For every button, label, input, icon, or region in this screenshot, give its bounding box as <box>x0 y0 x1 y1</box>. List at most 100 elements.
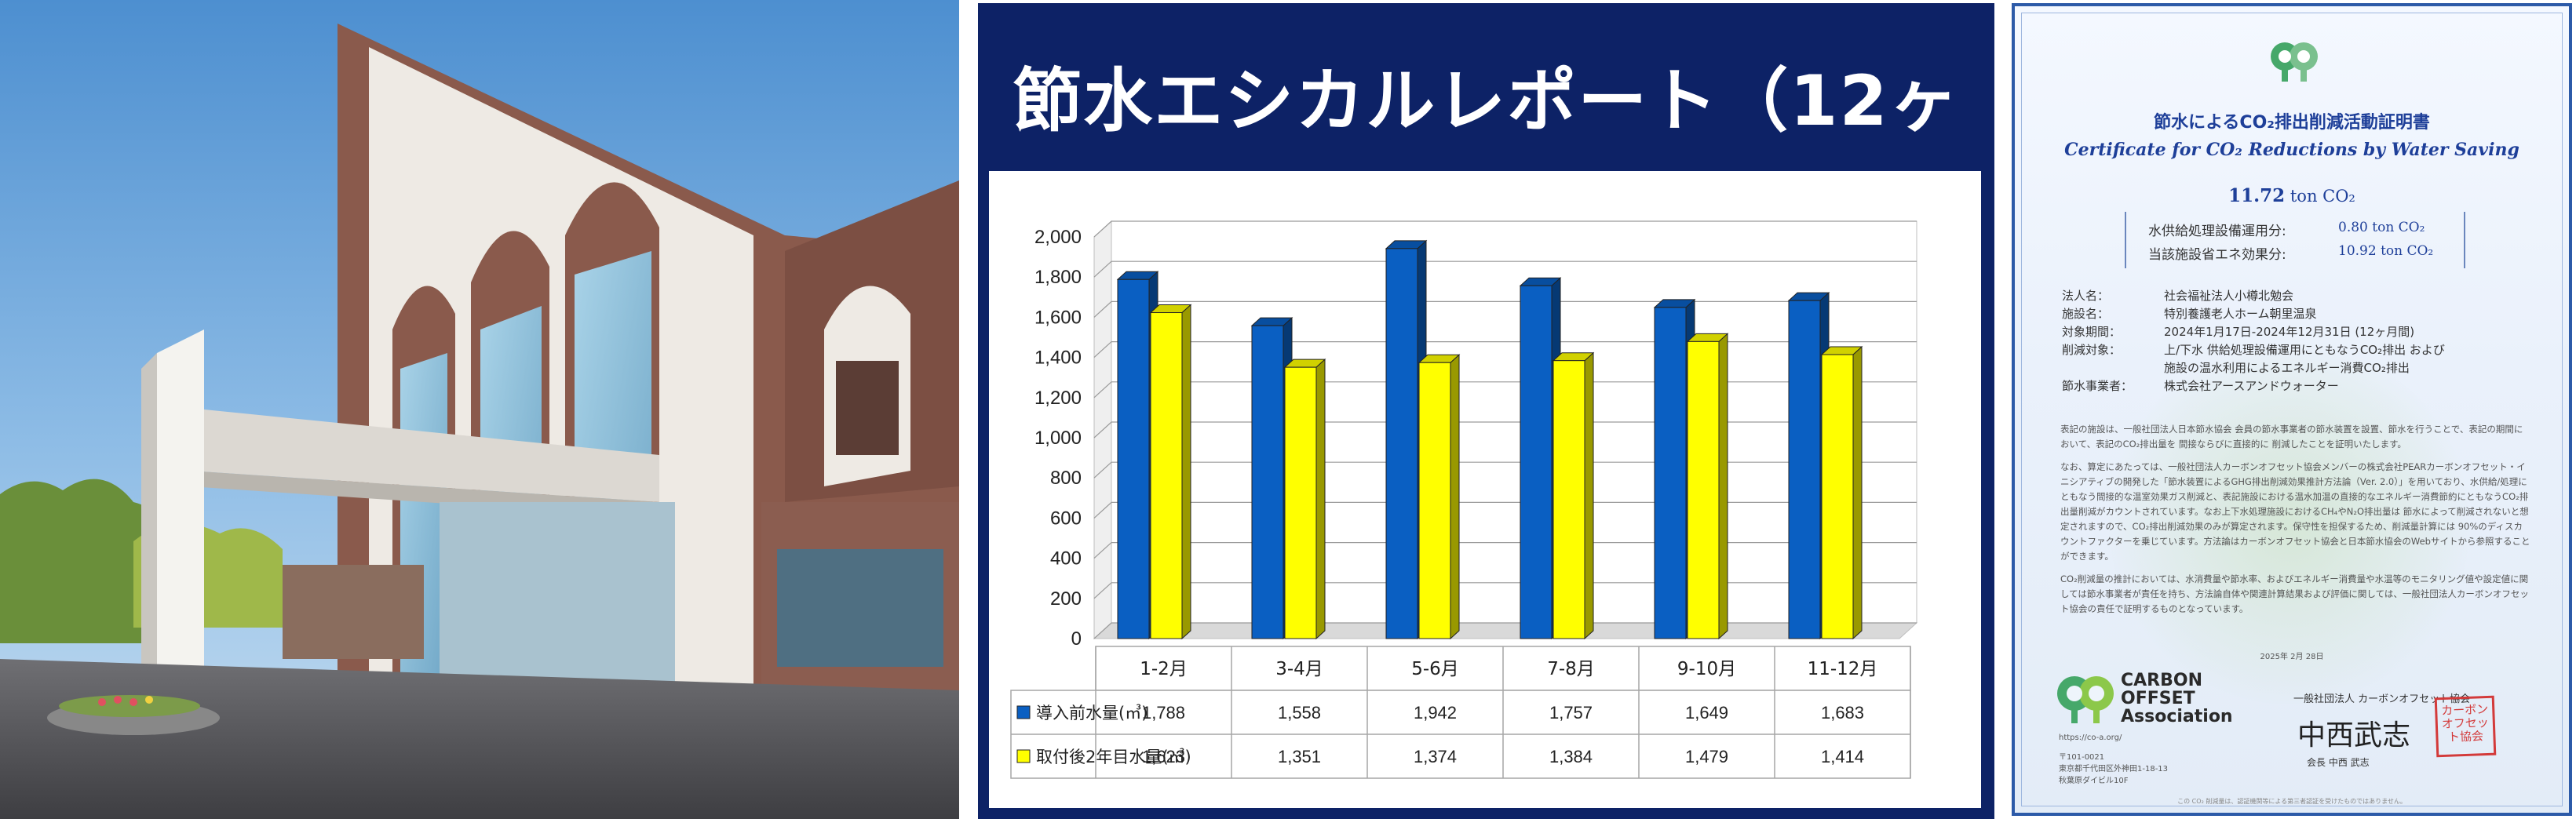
x-category-label: 5-6月 <box>1411 659 1459 679</box>
building-photo <box>0 0 959 819</box>
data-label: 1,649 <box>1685 703 1728 723</box>
y-tick-label: 200 <box>1050 588 1082 610</box>
bar-chart: 0 200 400 600 800 1,000 1,200 1,400 1,600 1,800 2,… <box>1010 220 1918 779</box>
data-label: 1,558 <box>1278 703 1321 723</box>
breakdown-box: 水供給処理設備運用分: 0.80 ton CO₂ 当該施設省エネ効果分: 10.… <box>2125 212 2465 268</box>
bar <box>1284 366 1317 639</box>
data-label: 1,414 <box>1821 747 1864 766</box>
bar <box>1520 285 1553 639</box>
y-tick-label: 600 <box>1050 508 1082 529</box>
gridline <box>1093 260 1917 278</box>
chart-card: 0 200 400 600 800 1,000 1,200 1,400 1,600 1,800 2,… <box>989 171 1981 808</box>
legend-label: 取付後2年目水量(㎥) <box>1036 748 1191 766</box>
carbon-offset-logo-icon <box>2057 676 2114 723</box>
data-label: 1,757 <box>1549 703 1593 723</box>
y-tick-label: 0 <box>1071 628 1082 650</box>
total-reduction: 11.72 ton CO₂ <box>2015 185 2569 206</box>
bar-side <box>1315 359 1326 640</box>
gridline <box>1093 461 1917 479</box>
total-unit: ton CO₂ <box>2290 187 2355 206</box>
watermark-emblem <box>2109 344 2470 704</box>
data-label: 1,683 <box>1821 703 1864 723</box>
gridline <box>1093 622 1917 639</box>
data-label: 1,623 <box>1142 747 1185 766</box>
gridline <box>1093 582 1917 599</box>
data-label: 1,788 <box>1142 703 1185 723</box>
certificate: 節水によるCO₂排出削減活動証明書 Certificate for CO₂ Re… <box>2012 3 2572 816</box>
y-tick-label: 800 <box>1050 468 1082 489</box>
bar <box>1687 340 1720 639</box>
breakdown-row-supply: 水供給処理設備運用分: 0.80 ton CO₂ <box>2148 220 2425 239</box>
body-paragraph: CO₂削減量の推計においては、水消費量や節水率、およびエネルギー消費量や水温等の… <box>2060 573 2529 614</box>
data-label: 1,942 <box>1414 703 1457 723</box>
bar-side <box>1450 354 1460 640</box>
certificate-footer: この CO₂ 削減量は、認証機関等による第三者認証を受けたものではありません。 <box>2177 798 2406 805</box>
association-address: 〒101-0021 東京都千代田区外神田1-18-13 秋葉原ダイビル10F <box>2059 753 2169 785</box>
info-row: 施設名： 特別養護老人ホーム朝里温泉 <box>2062 307 2317 321</box>
x-category-label: 11-12月 <box>1808 659 1878 679</box>
bar <box>1788 300 1821 639</box>
data-label: 1,384 <box>1549 747 1593 766</box>
signature: 中西武志 <box>2297 719 2411 752</box>
bar <box>1117 278 1150 639</box>
info-row: 対象期間： 2024年1月17日-2024年12月31日 (12ヶ月間) <box>2062 325 2415 339</box>
y-tick-label: 1,800 <box>1034 267 1082 288</box>
total-value: 11.72 <box>2228 185 2286 206</box>
gridline <box>1093 542 1917 559</box>
gridline <box>1093 300 1917 318</box>
breakdown-row-energy: 当該施設省エネ効果分: 10.92 ton CO₂ <box>2148 243 2433 263</box>
gridline <box>1093 220 1917 238</box>
data-label: 1,374 <box>1414 747 1457 766</box>
certificate-title-en: Certificate for CO₂ Reductions by Water … <box>2064 140 2519 160</box>
x-category-label: 1-2月 <box>1140 659 1188 679</box>
legend-swatch <box>1016 705 1031 719</box>
info-row: 削減対象： 上/下水 供給処理設備運用にともなうCO₂排出 および <box>2062 343 2445 357</box>
bar-side <box>1718 333 1728 640</box>
body-paragraph: 表記の施設は、一般社団法人日本節水協会 会員の節水事業者の節水装置を設置、節水を… <box>2060 424 2523 450</box>
legend-label: 導入前水量(㎥) <box>1036 704 1148 723</box>
association-emblem-icon <box>2271 42 2318 82</box>
certificate-body: 表記の施設は、一般社団法人日本節水協会 会員の節水事業者の節水装置を設置、節水を… <box>2060 422 2531 624</box>
bar-side <box>1852 345 1863 640</box>
bar <box>1821 354 1854 639</box>
y-tick-label: 1,400 <box>1034 348 1082 369</box>
legend-swatch <box>1016 749 1031 763</box>
bar <box>1418 362 1451 639</box>
signer-name: 会長 中西 武志 <box>2307 757 2370 768</box>
info-row: 法人名： 社会福祉法人小樽北勉会 <box>2062 289 2294 303</box>
official-seal: カーボンオフセット協会 <box>2434 695 2497 758</box>
gridline <box>1093 501 1917 519</box>
breakdown-value: 10.92 ton CO₂ <box>2338 243 2434 259</box>
info-row: 施設の温水利用によるエネルギー消費CO₂排出 <box>2164 361 2410 375</box>
breakdown-label: 水供給処理設備運用分: <box>2148 224 2286 239</box>
bar <box>1553 360 1585 639</box>
breakdown-label: 当該施設省エネ効果分: <box>2148 247 2286 263</box>
bar <box>1654 307 1687 639</box>
y-tick-label: 1,200 <box>1034 388 1082 409</box>
report-panel: 節水エシカルレポート（12ヶ月） 0 200 400 600 800 1,000 1,200… <box>978 3 1994 819</box>
bar <box>1251 325 1284 639</box>
info-row: 節水事業者： 株式会社アースアンドウォーター <box>2062 379 2339 393</box>
breakdown-value: 0.80 ton CO₂ <box>2338 220 2425 235</box>
x-category-label: 3-4月 <box>1275 659 1323 679</box>
association-name-en: CARBON OFFSET Association <box>2121 671 2233 726</box>
bar-side <box>1584 351 1594 640</box>
y-tick-label: 1,600 <box>1034 307 1082 328</box>
certificate-title-jp: 節水によるCO₂排出削減活動証明書 <box>2154 113 2430 133</box>
association-url: https://co-a.org/ <box>2059 733 2122 742</box>
y-tick-label: 2,000 <box>1034 227 1082 248</box>
bar <box>1150 312 1183 639</box>
certificate-info: 法人名： 社会福祉法人小樽北勉会 施設名： 特別養護老人ホーム朝里温泉 対象期間： 2… <box>2062 287 2533 395</box>
data-label: 1,351 <box>1278 747 1321 766</box>
bar <box>1385 248 1418 639</box>
certificate-date: 2025年 2月 28日 <box>2260 653 2324 661</box>
x-category-label: 7-8月 <box>1547 659 1595 679</box>
data-label: 1,479 <box>1685 747 1728 766</box>
association-name-jp: 一般社団法人 カーボンオフセット協会 <box>2293 693 2471 705</box>
gridline <box>1093 341 1917 359</box>
x-category-label: 9-10月 <box>1677 659 1736 679</box>
gridline <box>1093 381 1917 399</box>
certificate-border <box>2021 13 2563 806</box>
report-title: 節水エシカルレポート（12ヶ月） <box>1013 60 1960 251</box>
y-tick-label: 1,000 <box>1034 428 1082 449</box>
